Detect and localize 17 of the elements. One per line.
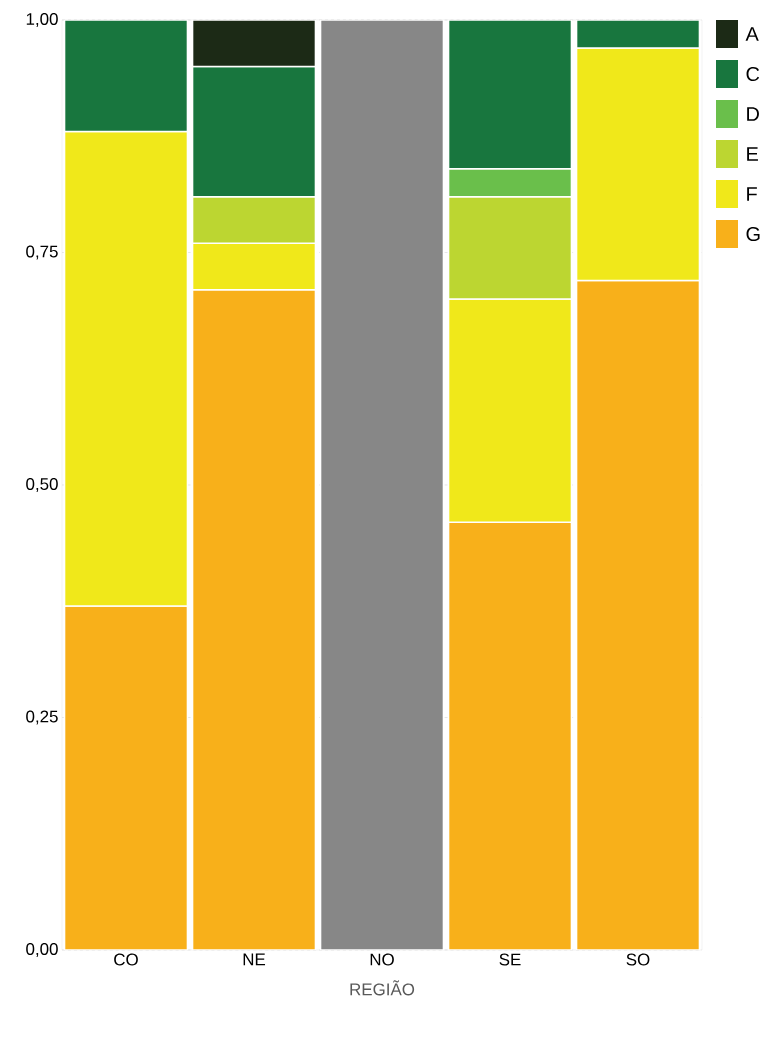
y-tick-label: 0,50 [26,478,58,492]
x-axis-title: REGIÃO [350,980,415,996]
y-tick-label: 0,75 [26,245,58,260]
x-tick-label: NO [370,953,394,966]
legend-label: F [747,187,757,201]
y-tick-label: 0,25 [26,710,58,725]
legend-label: G [746,226,760,242]
y-tick-label: 0,00 [26,943,58,957]
legend-label: E [747,147,758,161]
x-tick-label: NE [243,953,266,966]
legend-label: C [746,66,760,82]
y-tick-label: 1,00 [26,12,58,27]
legend-label: D [747,107,759,121]
x-tick-label: CO [114,953,138,966]
x-tick-label: SO [626,953,650,966]
x-tick-label: SE [499,953,521,966]
legend-label: A [745,27,759,41]
